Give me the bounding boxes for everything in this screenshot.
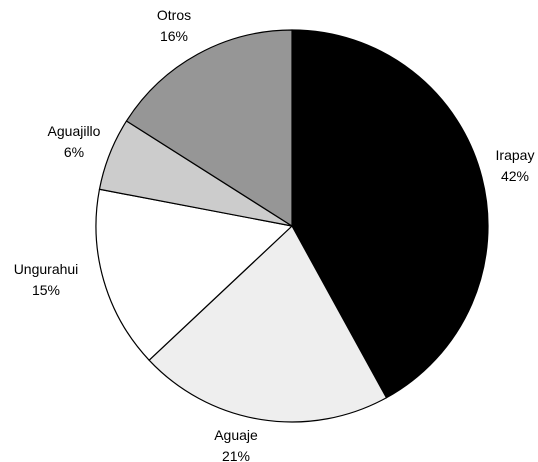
- slice-percent-irapay: 42%: [501, 168, 529, 184]
- slice-percent-aguajillo: 6%: [64, 144, 84, 160]
- pie-slice-ungurahui: [95, 188, 293, 361]
- slice-percent-otros: 16%: [160, 28, 188, 44]
- pie-slice-irapay: [291, 29, 489, 399]
- slice-label-aguaje: Aguaje: [214, 427, 258, 443]
- slice-label-irapay: Irapay: [496, 147, 535, 163]
- slice-label-aguajillo: Aguajillo: [48, 123, 101, 139]
- slice-label-ungurahui: Ungurahui: [14, 261, 79, 277]
- pie-slice-aguaje: [148, 225, 388, 423]
- slice-percent-aguaje: 21%: [222, 448, 250, 462]
- slice-label-otros: Otros: [157, 7, 191, 23]
- pie-slices: [95, 29, 489, 423]
- slice-percent-ungurahui: 15%: [32, 282, 60, 298]
- pie-labels: Irapay 42% Aguaje 21% Ungurahui 15% Aguajillo 6…: [14, 7, 535, 462]
- pie-slice-otros: [125, 29, 293, 227]
